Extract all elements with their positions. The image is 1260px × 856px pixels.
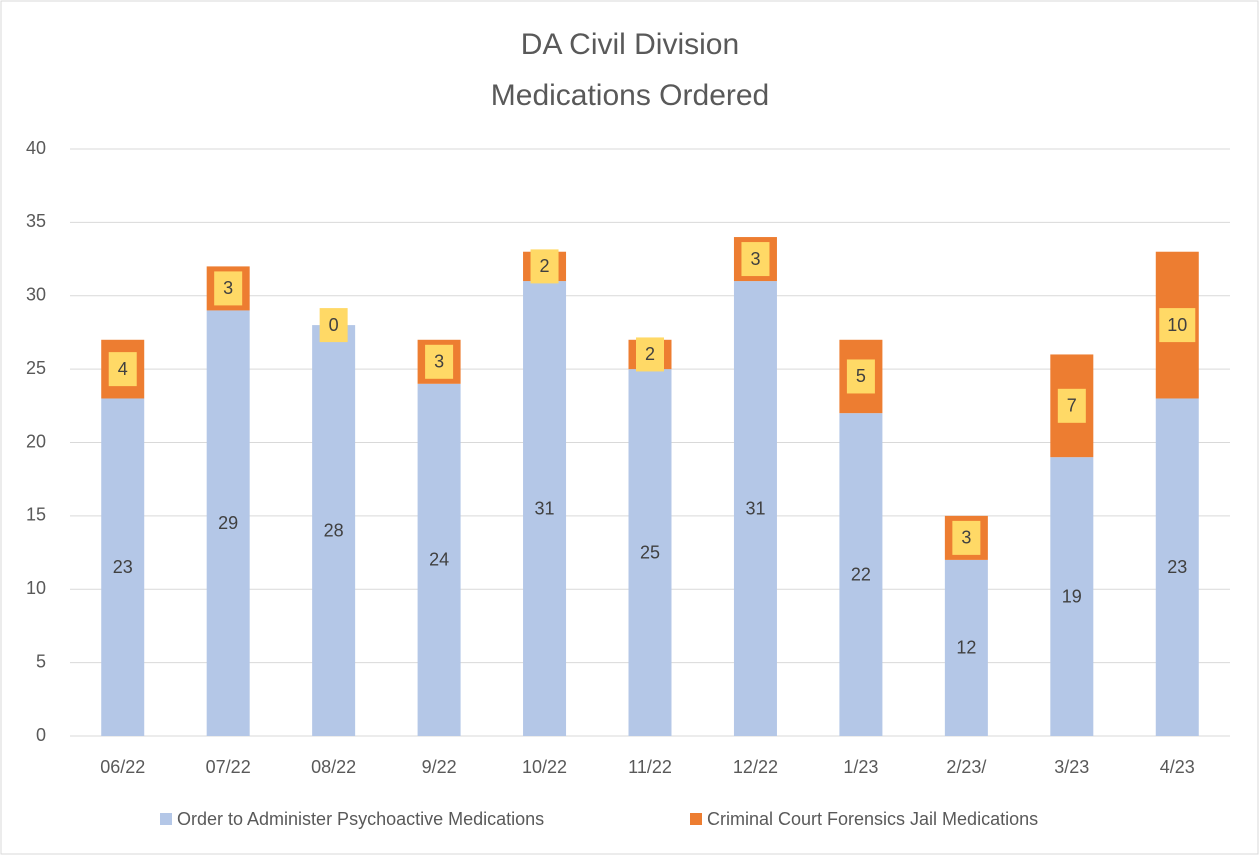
chart-title: Medications Ordered — [491, 79, 769, 112]
legend-label: Order to Administer Psychoactive Medicat… — [177, 809, 544, 829]
data-label: 4 — [118, 359, 128, 379]
data-label: 3 — [223, 278, 233, 298]
data-label: 29 — [218, 513, 238, 533]
x-tick-label: 4/23 — [1160, 757, 1195, 777]
data-label: 2 — [540, 256, 550, 276]
data-label: 25 — [640, 542, 660, 562]
label-box — [425, 344, 454, 379]
data-label: 0 — [329, 315, 339, 335]
data-label: 3 — [750, 249, 760, 269]
y-tick-label: 10 — [26, 578, 46, 598]
bar-segment — [839, 413, 883, 736]
label-box — [846, 359, 875, 394]
bar-segment — [523, 281, 567, 736]
data-label: 7 — [1067, 396, 1077, 416]
chart-title: DA Civil Division — [521, 28, 739, 61]
y-tick-label: 5 — [36, 651, 46, 671]
bar-segment — [1155, 398, 1199, 736]
bar-segment — [312, 325, 356, 736]
data-label: 3 — [961, 528, 971, 548]
data-label: 24 — [429, 550, 449, 570]
label-box — [319, 308, 348, 343]
x-tick-label: 07/22 — [206, 757, 251, 777]
data-label: 23 — [113, 557, 133, 577]
data-label: 22 — [851, 564, 871, 584]
x-tick-label: 06/22 — [100, 757, 145, 777]
x-tick-label: 08/22 — [311, 757, 356, 777]
legend-label: Criminal Court Forensics Jail Medication… — [707, 809, 1038, 829]
x-tick-label: 9/22 — [422, 757, 457, 777]
bar-segment — [944, 559, 988, 736]
x-tick-label: 1/23 — [843, 757, 878, 777]
bar-segment — [733, 281, 777, 736]
x-tick-label: 11/22 — [628, 757, 672, 777]
bar-segment — [101, 398, 145, 736]
x-tick-label: 2/23/ — [946, 757, 986, 777]
data-label: 28 — [324, 520, 344, 540]
data-label: 23 — [1167, 557, 1187, 577]
x-tick-label: 3/23 — [1054, 757, 1089, 777]
label-box — [952, 520, 981, 555]
data-label: 2 — [645, 344, 655, 364]
label-box — [108, 352, 137, 387]
label-box — [530, 249, 559, 284]
y-tick-label: 40 — [26, 138, 46, 158]
data-label: 12 — [956, 638, 976, 658]
y-tick-label: 20 — [26, 431, 46, 451]
data-label: 3 — [434, 352, 444, 372]
legend-swatch — [690, 813, 702, 825]
label-box — [1057, 388, 1086, 423]
data-label: 10 — [1167, 315, 1187, 335]
y-tick-label: 35 — [26, 211, 46, 231]
data-label: 31 — [745, 498, 765, 518]
legend-swatch — [160, 813, 172, 825]
label-box — [741, 242, 770, 277]
y-tick-label: 0 — [36, 725, 46, 745]
bar-segment — [1050, 457, 1094, 736]
y-tick-label: 30 — [26, 285, 46, 305]
y-tick-label: 15 — [26, 505, 46, 525]
y-tick-label: 25 — [26, 358, 46, 378]
label-box — [1159, 308, 1196, 343]
data-label: 31 — [535, 498, 555, 518]
label-box — [636, 337, 664, 372]
x-tick-label: 12/22 — [733, 757, 778, 777]
bar-segment — [206, 310, 250, 736]
data-label: 5 — [856, 366, 866, 386]
data-label: 19 — [1062, 586, 1082, 606]
bar-segment — [628, 369, 672, 736]
label-box — [214, 271, 243, 306]
bar-segment — [417, 383, 461, 736]
x-tick-label: 10/22 — [522, 757, 567, 777]
